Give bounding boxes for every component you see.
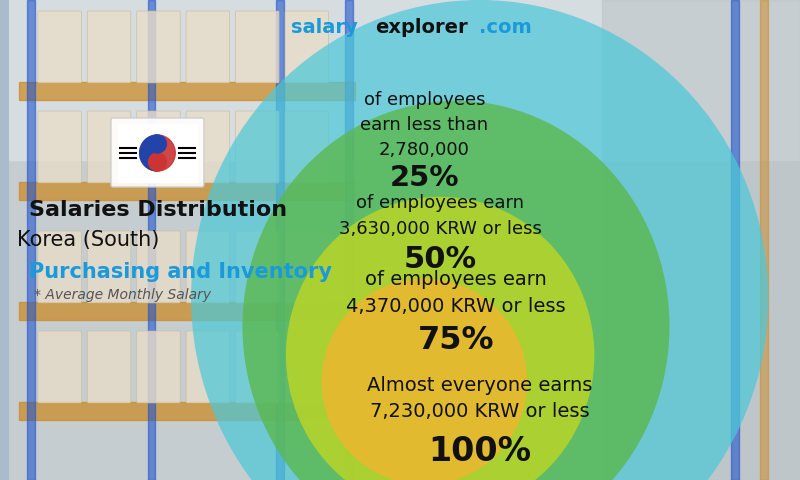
- FancyBboxPatch shape: [137, 111, 180, 183]
- FancyBboxPatch shape: [285, 331, 329, 403]
- Text: explorer: explorer: [375, 18, 467, 37]
- Bar: [761, 0, 768, 480]
- Text: of employees earn
4,370,000 KRW or less: of employees earn 4,370,000 KRW or less: [346, 270, 566, 315]
- FancyBboxPatch shape: [87, 111, 130, 183]
- FancyBboxPatch shape: [38, 231, 82, 303]
- Wedge shape: [140, 135, 158, 171]
- Bar: [27, 0, 35, 480]
- Text: Purchasing and Inventory: Purchasing and Inventory: [29, 262, 332, 282]
- FancyBboxPatch shape: [235, 111, 279, 183]
- Text: Korea (South): Korea (South): [17, 230, 159, 250]
- FancyBboxPatch shape: [186, 111, 230, 183]
- FancyBboxPatch shape: [87, 331, 130, 403]
- Ellipse shape: [191, 0, 768, 480]
- Bar: [19, 302, 355, 320]
- FancyBboxPatch shape: [285, 111, 329, 183]
- Ellipse shape: [322, 278, 527, 480]
- FancyBboxPatch shape: [285, 231, 329, 303]
- FancyBboxPatch shape: [235, 231, 279, 303]
- Bar: [346, 0, 353, 480]
- Circle shape: [149, 153, 166, 171]
- Text: 100%: 100%: [428, 435, 531, 468]
- FancyBboxPatch shape: [38, 331, 82, 403]
- Bar: [19, 82, 355, 100]
- FancyBboxPatch shape: [186, 11, 230, 83]
- Text: .com: .com: [478, 18, 531, 37]
- Ellipse shape: [242, 101, 670, 480]
- Text: 25%: 25%: [390, 164, 459, 192]
- Text: * Average Monthly Salary: * Average Monthly Salary: [34, 288, 211, 302]
- FancyBboxPatch shape: [87, 11, 130, 83]
- FancyBboxPatch shape: [38, 11, 82, 83]
- Text: Salaries Distribution: Salaries Distribution: [29, 200, 287, 220]
- Bar: [276, 0, 284, 480]
- Text: Almost everyone earns
7,230,000 KRW or less: Almost everyone earns 7,230,000 KRW or l…: [367, 376, 593, 421]
- FancyBboxPatch shape: [186, 231, 230, 303]
- Circle shape: [140, 135, 175, 171]
- Bar: [602, 0, 800, 480]
- FancyBboxPatch shape: [186, 331, 230, 403]
- Bar: [19, 402, 355, 420]
- FancyBboxPatch shape: [111, 118, 204, 187]
- Text: 50%: 50%: [404, 245, 477, 274]
- FancyBboxPatch shape: [137, 231, 180, 303]
- Circle shape: [149, 135, 166, 153]
- FancyBboxPatch shape: [285, 11, 329, 83]
- FancyBboxPatch shape: [137, 331, 180, 403]
- Bar: [9, 0, 800, 160]
- FancyBboxPatch shape: [87, 231, 130, 303]
- Text: of employees
earn less than
2,780,000: of employees earn less than 2,780,000: [360, 91, 489, 159]
- Bar: [118, 124, 197, 182]
- Bar: [19, 182, 355, 200]
- FancyBboxPatch shape: [38, 111, 82, 183]
- Text: 75%: 75%: [418, 325, 494, 356]
- Bar: [731, 0, 738, 480]
- FancyBboxPatch shape: [235, 11, 279, 83]
- Text: of employees earn
3,630,000 KRW or less: of employees earn 3,630,000 KRW or less: [338, 194, 542, 238]
- Text: salary: salary: [291, 18, 358, 37]
- Bar: [147, 0, 155, 480]
- FancyBboxPatch shape: [235, 331, 279, 403]
- Ellipse shape: [286, 197, 594, 480]
- FancyBboxPatch shape: [137, 11, 180, 83]
